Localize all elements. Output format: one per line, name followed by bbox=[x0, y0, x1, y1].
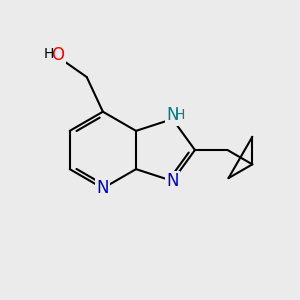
Text: O: O bbox=[51, 46, 64, 64]
Text: N: N bbox=[166, 106, 179, 124]
Text: H: H bbox=[44, 47, 54, 61]
Text: N: N bbox=[97, 179, 109, 197]
Text: H: H bbox=[175, 109, 185, 122]
Text: N: N bbox=[166, 172, 179, 190]
